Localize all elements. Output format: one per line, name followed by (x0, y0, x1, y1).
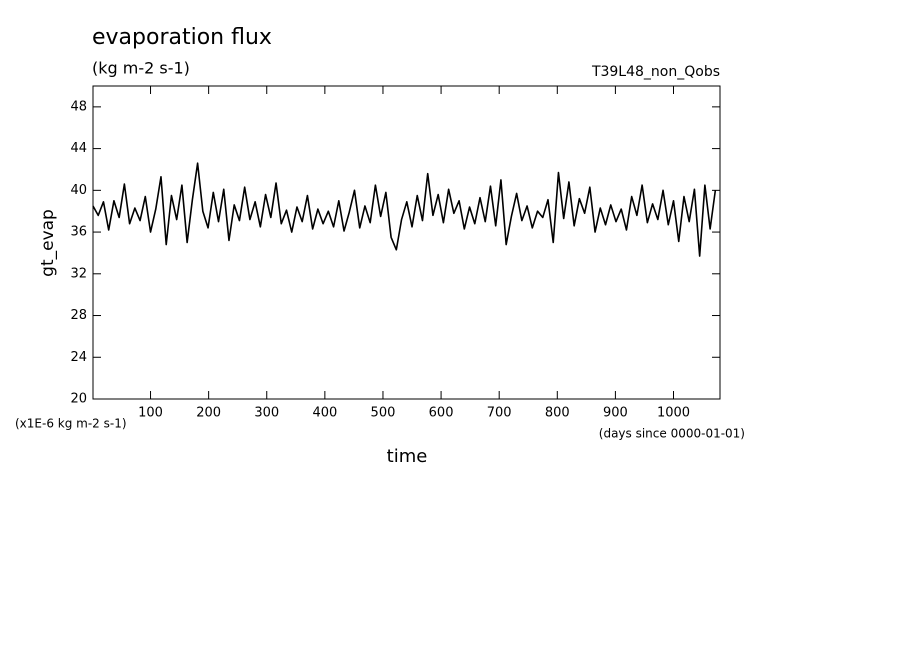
x-tick-label: 1000 (657, 406, 690, 421)
y-tick-label: 32 (70, 266, 87, 281)
x-tick-label: 500 (371, 406, 396, 421)
y-tick-label: 28 (70, 308, 87, 323)
y-tick-label: 20 (70, 392, 87, 407)
y-tick-label: 36 (70, 225, 87, 240)
x-unit-label: (days since 0000-01-01) (599, 427, 745, 441)
x-tick-label: 800 (545, 406, 570, 421)
x-tick-label: 900 (603, 406, 628, 421)
y-tick-label: 48 (70, 99, 87, 114)
x-tick-label: 700 (487, 406, 512, 421)
data-line (92, 162, 717, 257)
x-tick-label: 100 (138, 406, 163, 421)
x-tick-label: 400 (312, 406, 337, 421)
y-tick-label: 44 (70, 141, 87, 156)
x-tick-label: 600 (429, 406, 454, 421)
y-tick-label: 40 (70, 183, 87, 198)
x-tick-label: 300 (254, 406, 279, 421)
y-unit-label: (x1E-6 kg m-2 s-1) (15, 417, 127, 431)
chart-title: evaporation flux (92, 25, 272, 50)
annotation: T39L48_non_Qobs (591, 64, 720, 80)
x-axis-label: time (387, 446, 428, 467)
y-tick-label: 24 (70, 350, 87, 365)
chart-subtitle: (kg m-2 s-1) (92, 59, 190, 78)
plot-frame (92, 85, 721, 400)
x-tick-label: 200 (196, 406, 221, 421)
y-axis-label: gt_evap (38, 209, 58, 277)
